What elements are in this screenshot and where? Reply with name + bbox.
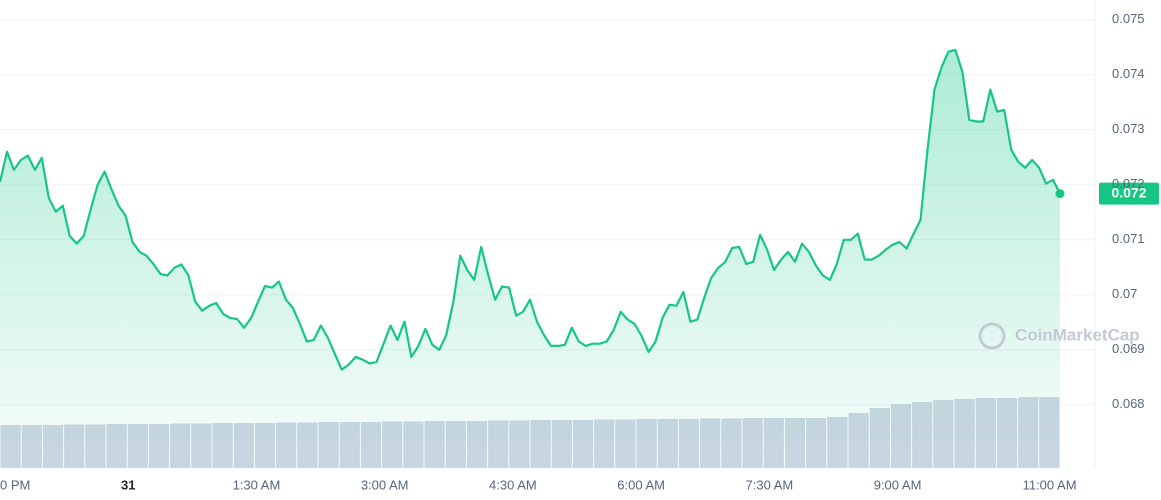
y-tick-label: 0.068 [1112, 396, 1145, 411]
x-tick-label: 4:30 AM [489, 477, 537, 492]
y-tick-label: 0.069 [1112, 341, 1145, 356]
x-tick-label: 31 [121, 477, 135, 492]
price-tag-label: 0.072 [1111, 184, 1146, 200]
area [0, 50, 1060, 468]
x-tick-label: 6:00 AM [617, 477, 665, 492]
y-tick-label: 0.075 [1112, 11, 1145, 26]
x-tick-label: 1:30 AM [233, 477, 281, 492]
y-tick-label: 0.074 [1112, 66, 1145, 81]
x-tick-label: 7:30 AM [746, 477, 794, 492]
y-tick-label: 0.072 [1112, 176, 1145, 191]
x-tick-label: 0 PM [0, 477, 30, 492]
watermark: CoinMarketCap [1015, 325, 1140, 344]
y-tick-label: 0.073 [1112, 121, 1145, 136]
plot: 0.072 [0, 48, 1159, 468]
y-tick-label: 0.071 [1112, 231, 1145, 246]
line [0, 48, 1061, 371]
watermark-logo [978, 322, 1006, 350]
x-tick-label: 9:00 AM [874, 477, 922, 492]
last-point [1055, 189, 1065, 199]
x-tick-label: 11:00 AM [1023, 477, 1077, 492]
price-tag [1099, 182, 1159, 205]
y-tick-label: 0.07 [1112, 286, 1137, 301]
x-tick-label: 3:00 AM [361, 477, 409, 492]
